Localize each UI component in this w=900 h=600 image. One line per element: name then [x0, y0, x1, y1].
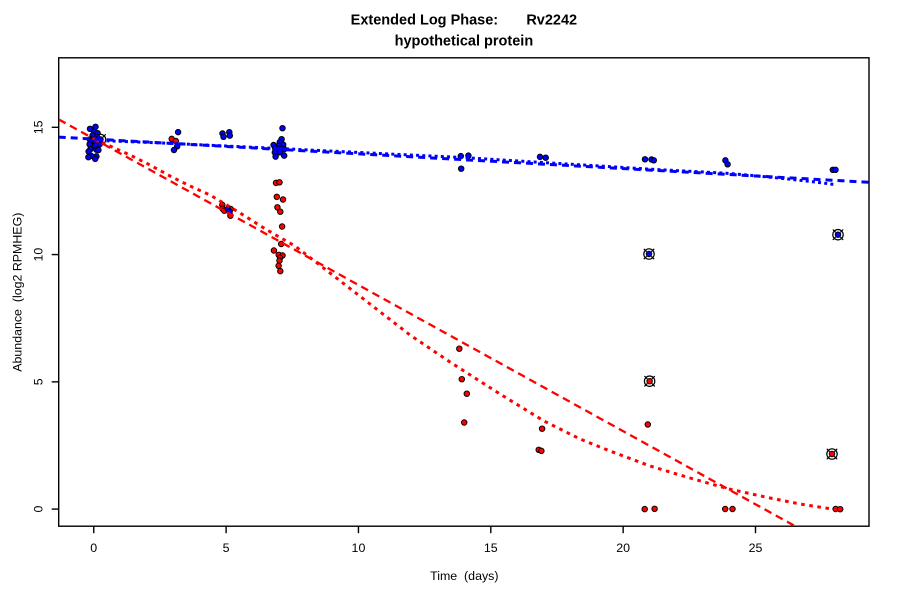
svg-text:0: 0 [90, 541, 97, 555]
svg-text:hypothetical protein: hypothetical protein [395, 34, 534, 50]
svg-text:5: 5 [223, 541, 230, 555]
svg-text:25: 25 [749, 541, 763, 555]
svg-text:0: 0 [32, 506, 46, 513]
svg-text:5: 5 [32, 378, 46, 385]
svg-text:10: 10 [352, 541, 366, 555]
svg-text:15: 15 [32, 120, 46, 134]
svg-text:Abundance (log2 RPMHEG): Abundance (log2 RPMHEG) [11, 213, 25, 372]
svg-text:15: 15 [484, 541, 498, 555]
svg-text:10: 10 [32, 248, 46, 262]
svg-text:Extended Log Phase: Rv22: Extended Log Phase: Rv2242 [351, 13, 577, 29]
svg-text:20: 20 [616, 541, 630, 555]
svg-text:Time (days): Time (days) [430, 569, 498, 583]
